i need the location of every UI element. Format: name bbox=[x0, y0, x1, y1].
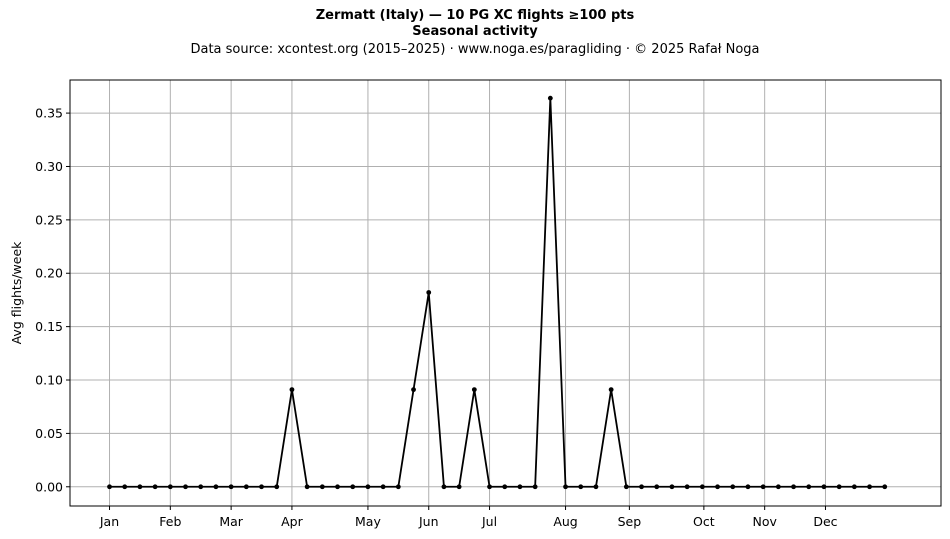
data-point bbox=[745, 484, 751, 490]
data-point bbox=[137, 484, 143, 490]
data-point bbox=[730, 484, 736, 490]
data-point bbox=[699, 484, 705, 490]
data-point bbox=[578, 484, 584, 490]
y-axis-label: Avg flights/week bbox=[9, 241, 24, 345]
data-point bbox=[122, 484, 128, 490]
data-point bbox=[517, 484, 523, 490]
chart-source-line: Data source: xcontest.org (2015–2025) · … bbox=[190, 42, 760, 57]
x-tick-label: Aug bbox=[553, 514, 577, 529]
y-tick-label: 0.35 bbox=[35, 106, 63, 121]
data-point bbox=[715, 484, 720, 490]
data-point bbox=[380, 484, 386, 490]
data-point bbox=[669, 484, 675, 490]
chart-titles: Zermatt (Italy) — 10 PG XC flights ≥100 … bbox=[0, 8, 950, 58]
x-axis-ticks: Jan Feb Mar Apr May Jun Jul Aug Sep Oct Nov Dec bbox=[99, 506, 838, 529]
data-point bbox=[821, 484, 827, 490]
data-point bbox=[502, 484, 508, 490]
y-tick-label: 0.30 bbox=[35, 159, 63, 174]
y-axis-ticks: 0.00 0.05 0.10 0.15 0.20 0.25 0.30 0.35 bbox=[35, 106, 70, 494]
data-point bbox=[623, 484, 629, 490]
data-point bbox=[335, 484, 340, 490]
data-point bbox=[471, 387, 477, 393]
y-tick-label: 0.20 bbox=[35, 266, 63, 281]
data-point bbox=[882, 484, 888, 490]
data-point bbox=[350, 484, 356, 490]
x-tick-label: May bbox=[355, 514, 381, 529]
data-point bbox=[243, 484, 249, 490]
data-point bbox=[167, 484, 173, 490]
data-point bbox=[684, 484, 690, 490]
x-tick-label: Sep bbox=[618, 514, 642, 529]
grid-lines bbox=[70, 80, 941, 506]
chart-subtitle: Seasonal activity bbox=[412, 24, 538, 39]
data-point bbox=[441, 484, 447, 490]
data-point bbox=[395, 484, 401, 490]
data-point bbox=[213, 484, 219, 490]
data-point bbox=[426, 290, 432, 295]
data-point bbox=[836, 484, 842, 490]
data-point bbox=[760, 484, 766, 490]
data-point bbox=[791, 484, 796, 490]
data-point bbox=[532, 484, 538, 490]
y-tick-label: 0.25 bbox=[35, 212, 63, 227]
x-tick-label: Oct bbox=[693, 514, 715, 529]
x-tick-label: Jun bbox=[418, 514, 439, 529]
x-tick-label: Feb bbox=[159, 514, 181, 529]
y-tick-label: 0.10 bbox=[35, 373, 63, 388]
data-point bbox=[867, 484, 872, 490]
data-point bbox=[593, 484, 599, 490]
data-point bbox=[198, 484, 204, 490]
data-point bbox=[851, 484, 857, 490]
data-point bbox=[228, 484, 234, 490]
data-point bbox=[289, 387, 295, 393]
data-point bbox=[456, 484, 462, 490]
data-point bbox=[319, 484, 325, 490]
y-tick-label: 0.00 bbox=[35, 479, 63, 494]
plot-frame bbox=[69, 79, 942, 507]
data-point bbox=[639, 484, 644, 490]
x-tick-label: Apr bbox=[281, 514, 303, 529]
data-point bbox=[806, 484, 812, 490]
x-tick-label: Jan bbox=[99, 514, 119, 529]
x-tick-label: Nov bbox=[752, 514, 777, 529]
data-point bbox=[259, 484, 264, 490]
data-point bbox=[563, 484, 568, 490]
data-point bbox=[775, 484, 781, 490]
data-point bbox=[654, 484, 660, 490]
data-point bbox=[487, 484, 492, 490]
x-tick-label: Dec bbox=[813, 514, 837, 529]
data-point bbox=[365, 484, 371, 490]
x-tick-label: Jul bbox=[481, 514, 497, 529]
x-tick-label: Mar bbox=[219, 514, 243, 529]
data-point bbox=[152, 484, 158, 490]
data-point bbox=[274, 484, 280, 490]
data-point bbox=[411, 387, 416, 393]
data-point bbox=[547, 95, 553, 101]
y-tick-label: 0.15 bbox=[35, 319, 63, 334]
data-point bbox=[608, 387, 614, 393]
chart-title: Zermatt (Italy) — 10 PG XC flights ≥100 … bbox=[315, 8, 635, 23]
data-point bbox=[183, 484, 188, 490]
data-point bbox=[107, 484, 112, 490]
y-tick-label: 0.05 bbox=[35, 426, 63, 441]
series-line-group bbox=[107, 95, 888, 490]
data-point bbox=[304, 484, 310, 490]
series-line bbox=[109, 97, 885, 488]
